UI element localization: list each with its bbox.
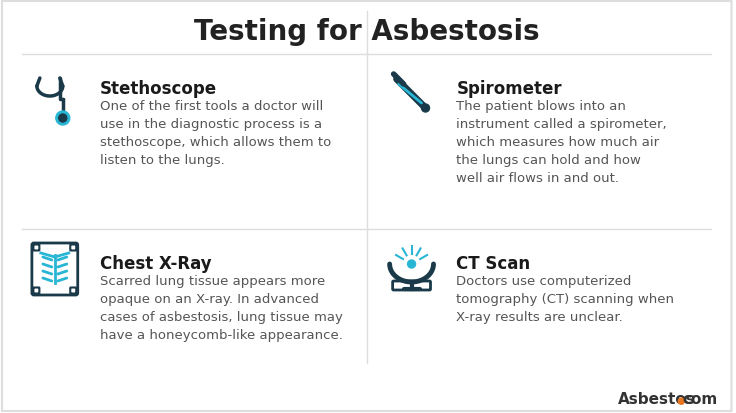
Text: The patient blows into an
instrument called a spirometer,
which measures how muc: The patient blows into an instrument cal… xyxy=(456,100,667,185)
FancyBboxPatch shape xyxy=(70,288,77,294)
Text: Spirometer: Spirometer xyxy=(456,80,562,98)
Circle shape xyxy=(422,105,430,113)
Text: Doctors use computerized
tomography (CT) scanning when
X-ray results are unclear: Doctors use computerized tomography (CT)… xyxy=(456,274,674,323)
Circle shape xyxy=(56,112,70,126)
FancyBboxPatch shape xyxy=(70,245,77,251)
Circle shape xyxy=(408,260,416,268)
Circle shape xyxy=(59,115,67,123)
Text: Chest X-Ray: Chest X-Ray xyxy=(99,254,211,272)
FancyBboxPatch shape xyxy=(33,245,39,251)
Text: Stethoscope: Stethoscope xyxy=(99,80,217,98)
FancyBboxPatch shape xyxy=(392,281,431,290)
FancyBboxPatch shape xyxy=(32,243,78,295)
Text: CT Scan: CT Scan xyxy=(456,254,531,272)
Text: One of the first tools a doctor will
use in the diagnostic process is a
stethosc: One of the first tools a doctor will use… xyxy=(99,100,331,166)
FancyBboxPatch shape xyxy=(33,288,39,294)
Text: Scarred lung tissue appears more
opaque on an X-ray. In advanced
cases of asbest: Scarred lung tissue appears more opaque … xyxy=(99,274,342,341)
Text: ●: ● xyxy=(676,395,685,405)
Text: Testing for Asbestosis: Testing for Asbestosis xyxy=(194,18,539,46)
Text: com: com xyxy=(682,392,718,406)
Text: Asbestos: Asbestos xyxy=(618,392,696,406)
